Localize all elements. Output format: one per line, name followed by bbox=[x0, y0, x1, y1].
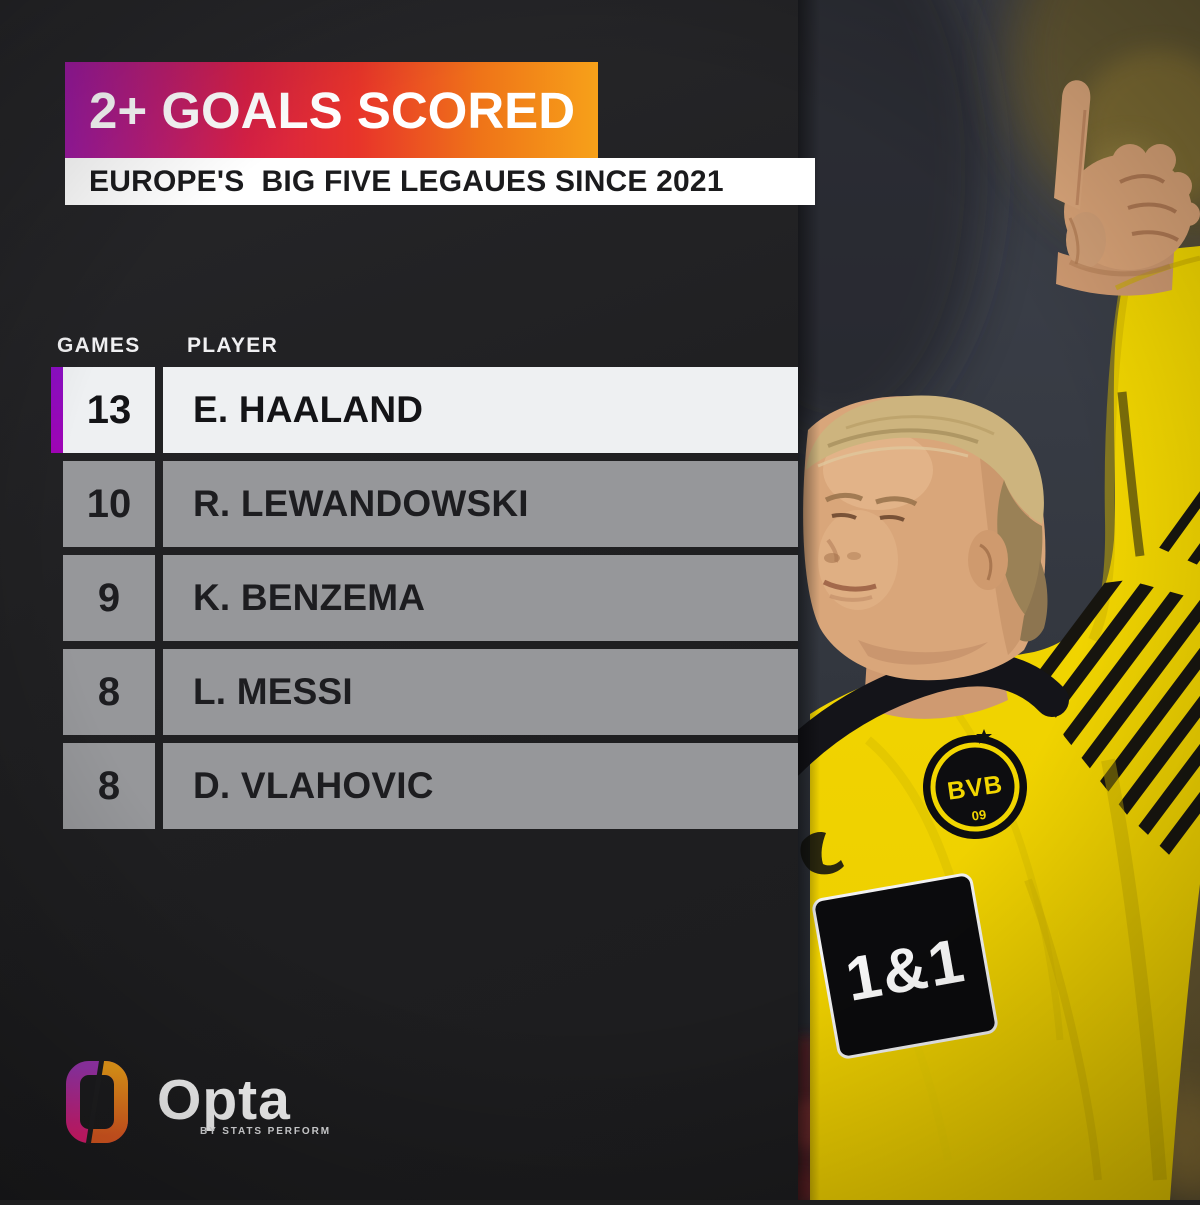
table-row: 8 D. VLAHOVIC bbox=[0, 743, 798, 829]
svg-text:09: 09 bbox=[971, 807, 987, 824]
head bbox=[803, 395, 1048, 681]
hair bbox=[806, 395, 1044, 524]
opta-branding: Opta BY STATS PERFORM bbox=[65, 1057, 365, 1180]
undercut-hair bbox=[997, 480, 1043, 616]
player-cell: R. LEWANDOWSKI bbox=[163, 461, 798, 547]
sleeve-crease bbox=[1117, 391, 1145, 557]
ear bbox=[968, 530, 1008, 590]
games-cell: 9 bbox=[63, 555, 155, 641]
player-cell: E. HAALAND bbox=[163, 367, 798, 453]
player-cell: K. BENZEMA bbox=[163, 555, 798, 641]
bvb-badge: BVB 09 bbox=[923, 735, 1027, 839]
games-column-header: GAMES bbox=[57, 334, 141, 357]
table-row: 10 R. LEWANDOWSKI bbox=[0, 461, 798, 547]
title-banner: 2+ GOALS SCORED bbox=[65, 62, 598, 158]
raised-arm-hand bbox=[1054, 80, 1200, 296]
table-row: 9 K. BENZEMA bbox=[0, 555, 798, 641]
photo-edge-shadow bbox=[798, 0, 820, 1200]
highlight-accent-bar bbox=[51, 367, 63, 453]
page-title: 2+ GOALS SCORED bbox=[89, 81, 576, 139]
star-icon bbox=[976, 729, 992, 744]
opta-logo-icon bbox=[66, 1057, 128, 1147]
sponsor-patch: 1&1 bbox=[812, 873, 998, 1059]
page-subtitle: EUROPE'S BIG FIVE LEGAUES SINCE 2021 bbox=[89, 164, 724, 198]
player-column-header: PLAYER bbox=[187, 334, 279, 357]
pointing-finger bbox=[1054, 80, 1091, 210]
games-cell: 10 bbox=[63, 461, 155, 547]
opta-tagline: BY STATS PERFORM bbox=[200, 1126, 331, 1137]
subtitle-bar: EUROPE'S BIG FIVE LEGAUES SINCE 2021 bbox=[65, 158, 815, 205]
games-cell: 8 bbox=[63, 743, 155, 829]
player-photo-illustration: BVB 09 1&1 bbox=[688, 0, 1200, 1205]
player-cell: D. VLAHOVIC bbox=[163, 743, 798, 829]
table-row: 8 L. MESSI bbox=[0, 649, 798, 735]
games-cell: 8 bbox=[63, 649, 155, 735]
player-photo: BVB 09 1&1 bbox=[688, 0, 1200, 1205]
table-row: 13 E. HAALAND bbox=[0, 367, 798, 453]
opta-logo-text: Opta bbox=[157, 1068, 291, 1132]
player-cell: L. MESSI bbox=[163, 649, 798, 735]
games-cell: 13 bbox=[63, 367, 155, 453]
